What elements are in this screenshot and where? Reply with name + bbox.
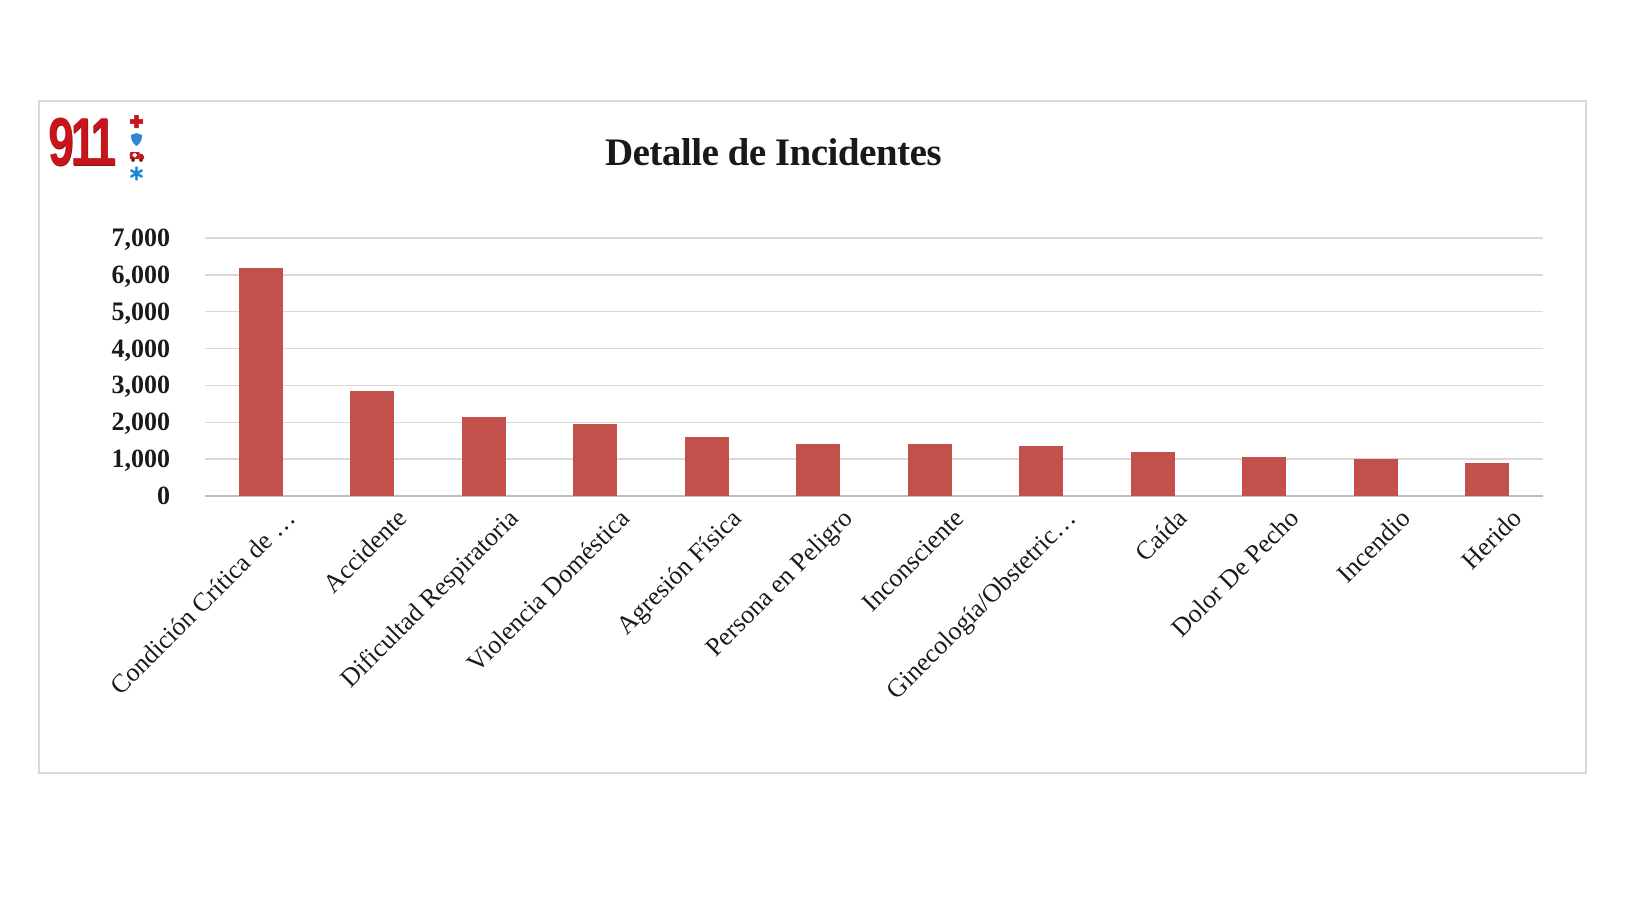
- bar-9[interactable]: [1242, 457, 1287, 496]
- x-category-label: Accidente: [317, 503, 413, 599]
- y-tick-label: 1,000: [111, 444, 171, 474]
- x-axis-line: [205, 495, 1543, 497]
- y-tick-label: 7,000: [111, 223, 171, 252]
- gridline: [205, 310, 1543, 313]
- bar-5[interactable]: [796, 444, 841, 496]
- bar-3[interactable]: [573, 424, 618, 496]
- gridline: [205, 347, 1543, 350]
- y-tick-label: 5,000: [111, 296, 171, 326]
- bar-11[interactable]: [1465, 462, 1510, 496]
- logo-icon-column: [129, 114, 145, 181]
- bar-1[interactable]: [350, 390, 395, 496]
- ambulance-icon: [129, 152, 144, 162]
- police-shield-icon: [130, 132, 142, 147]
- y-tick-label: 0: [157, 481, 170, 510]
- y-tick-label: 2,000: [111, 407, 171, 437]
- star-of-life-icon: [129, 166, 143, 181]
- chart-card: 911: [38, 100, 1587, 774]
- y-tick-label: 3,000: [111, 370, 171, 400]
- logo-911: 911: [48, 104, 145, 181]
- x-category-label: Inconsciente: [856, 503, 970, 617]
- y-tick-label: 4,000: [111, 333, 171, 363]
- bar-7[interactable]: [1019, 446, 1064, 496]
- y-axis-labels: 0 1,000 2,000 3,000 4,000 5,000 6,000 7,000: [70, 224, 171, 510]
- bar-0[interactable]: [238, 267, 283, 496]
- x-category-label: Herido: [1455, 503, 1528, 575]
- chart-title: Detalle de Incidentes: [604, 131, 942, 174]
- y-tick-label: 6,000: [111, 259, 171, 289]
- x-category-label: Ginecología/Obstetric…: [879, 503, 1082, 705]
- bar-10[interactable]: [1353, 459, 1398, 496]
- gridline: [205, 421, 1543, 424]
- medical-cross-icon: [129, 114, 143, 129]
- x-category-label: Caída: [1129, 503, 1193, 567]
- gridline: [205, 384, 1543, 387]
- bar-8[interactable]: [1130, 451, 1175, 496]
- gridline: [205, 458, 1543, 460]
- logo-911-text: 911: [48, 104, 116, 180]
- bar-6[interactable]: [907, 444, 952, 496]
- x-category-label: Incendio: [1330, 503, 1416, 589]
- gridline: [205, 274, 1543, 276]
- bar-4[interactable]: [684, 437, 729, 496]
- x-category-label: Condición Crítica de …: [103, 503, 301, 700]
- plot-area: Condición Crítica de … Accidente Dificulta…: [104, 237, 1543, 705]
- gridline: [205, 237, 1543, 239]
- bar-2[interactable]: [461, 416, 506, 496]
